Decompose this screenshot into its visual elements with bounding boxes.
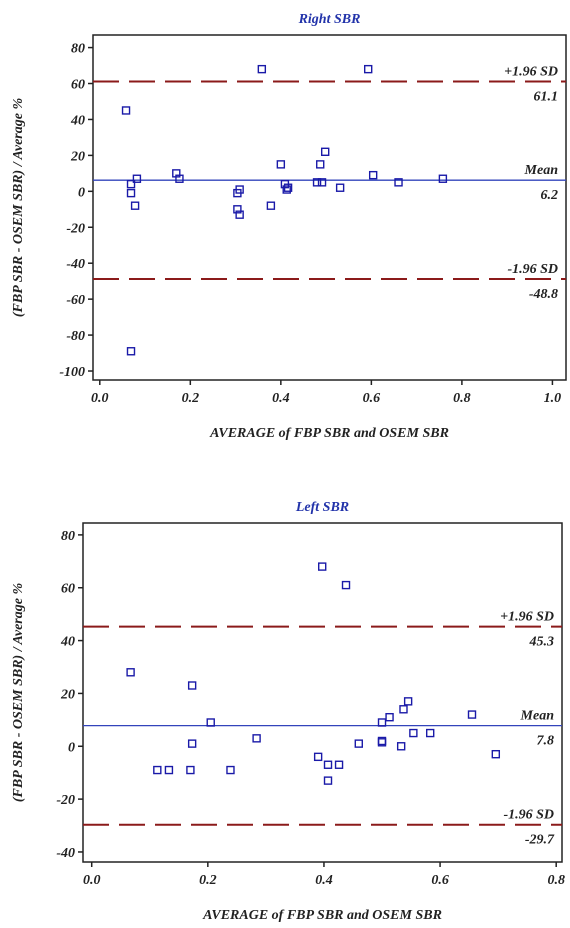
- data-point: [257, 64, 267, 74]
- y-tick-label: 0: [68, 740, 75, 755]
- data-point: [377, 718, 387, 727]
- data-point: [394, 178, 403, 187]
- data-point: [317, 178, 327, 187]
- data-point: [396, 742, 406, 751]
- reference-line-label: -1.96 SD: [503, 808, 554, 823]
- data-point: [206, 718, 215, 727]
- data-point: [121, 106, 131, 115]
- reference-line-label: +1.96 SD: [504, 65, 558, 80]
- reference-line-value: 6.2: [541, 188, 559, 203]
- y-axis-label: (FBP SBR - OSEM SBR) / Average %: [11, 583, 26, 802]
- data-point: [187, 739, 197, 748]
- y-tick-label: 80: [71, 42, 85, 57]
- y-tick-label: 20: [70, 149, 85, 164]
- data-point: [282, 185, 291, 194]
- data-point: [266, 201, 276, 210]
- x-tick-label: 0.0: [91, 391, 109, 406]
- data-point: [235, 210, 244, 219]
- data-point: [132, 174, 142, 183]
- x-tick-label: 0.0: [83, 873, 101, 888]
- y-tick-label: 60: [71, 78, 85, 93]
- data-point: [334, 760, 344, 769]
- data-point: [403, 697, 413, 706]
- reference-line-value: 45.3: [529, 635, 555, 650]
- data-point: [226, 765, 235, 775]
- y-tick-label: 60: [61, 582, 75, 597]
- reference-line-value: 61.1: [534, 90, 559, 105]
- x-axis-label: AVERAGE of FBP SBR and OSEM SBR: [209, 426, 449, 441]
- reference-line-label: +1.96 SD: [500, 610, 554, 625]
- data-point: [438, 174, 448, 183]
- chart-title: Right SBR: [298, 12, 361, 27]
- y-tick-label: 0: [78, 185, 85, 200]
- data-point: [187, 681, 197, 690]
- data-point: [377, 738, 387, 747]
- x-tick-label: 0.8: [453, 391, 471, 406]
- x-axis-label: AVERAGE of FBP SBR and OSEM SBR: [202, 908, 442, 923]
- y-tick-label: -60: [66, 293, 85, 308]
- y-tick-label: -100: [59, 365, 85, 380]
- y-tick-label: -20: [66, 221, 85, 236]
- data-point: [318, 562, 327, 571]
- x-tick-label: 0.4: [272, 391, 290, 406]
- y-tick-label: 40: [70, 113, 85, 128]
- data-point: [283, 183, 293, 192]
- data-point: [341, 580, 351, 590]
- y-tick-label: 20: [60, 687, 75, 702]
- data-point: [126, 179, 136, 189]
- y-tick-label: 40: [60, 635, 75, 650]
- data-point: [321, 147, 330, 156]
- y-axis-label: (FBP SBR - OSEM SBR) / Average %: [11, 98, 26, 317]
- data-point: [252, 734, 261, 743]
- data-point: [175, 174, 184, 183]
- data-point: [368, 170, 378, 180]
- y-tick-label: -40: [66, 257, 85, 272]
- data-point: [335, 183, 345, 192]
- data-point: [235, 185, 244, 194]
- data-point: [467, 710, 477, 719]
- data-point: [186, 765, 195, 775]
- x-tick-label: 0.8: [547, 873, 565, 888]
- data-point: [130, 201, 140, 210]
- x-tick-label: 0.2: [199, 873, 217, 888]
- plot-frame: [92, 34, 567, 381]
- data-point: [323, 760, 333, 769]
- data-point: [126, 668, 135, 677]
- data-point: [126, 347, 136, 356]
- data-point: [276, 160, 286, 169]
- plot-frame: [82, 522, 563, 863]
- data-point: [364, 64, 373, 74]
- reference-line-value: -48.8: [529, 287, 558, 302]
- data-point: [409, 728, 418, 738]
- data-point: [385, 713, 394, 722]
- reference-line-value: 7.8: [537, 734, 555, 749]
- data-point: [233, 205, 242, 214]
- data-point: [399, 705, 408, 714]
- y-tick-label: -40: [56, 846, 75, 861]
- x-tick-label: 1.0: [544, 391, 562, 406]
- data-point: [312, 178, 322, 187]
- reference-line-label: Mean: [520, 709, 555, 724]
- x-tick-label: 0.6: [363, 391, 381, 406]
- data-point: [313, 752, 323, 762]
- x-tick-label: 0.4: [315, 873, 333, 888]
- y-tick-label: -20: [56, 793, 75, 808]
- data-point: [126, 188, 136, 198]
- y-tick-label: -80: [66, 329, 85, 344]
- x-tick-label: 0.2: [182, 391, 200, 406]
- data-point: [354, 739, 363, 748]
- reference-line-label: -1.96 SD: [507, 262, 558, 277]
- data-point: [316, 160, 325, 169]
- reference-line-label: Mean: [524, 163, 559, 178]
- y-tick-label: 80: [61, 529, 75, 544]
- reference-line-value: -29.7: [525, 833, 555, 848]
- data-point: [323, 776, 333, 785]
- data-point: [426, 728, 435, 738]
- data-point: [153, 765, 162, 775]
- data-point: [164, 765, 174, 775]
- data-point: [491, 749, 501, 759]
- chart-title: Left SBR: [295, 500, 349, 515]
- x-tick-label: 0.6: [431, 873, 449, 888]
